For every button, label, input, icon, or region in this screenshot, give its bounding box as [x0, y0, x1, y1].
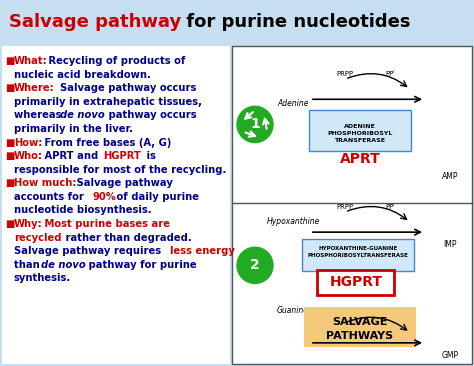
Text: Salvage pathway occurs: Salvage pathway occurs [53, 83, 196, 93]
Text: How much:: How much: [14, 178, 76, 188]
Text: accounts for: accounts for [14, 192, 87, 202]
FancyBboxPatch shape [302, 239, 414, 272]
Text: What:: What: [14, 56, 48, 66]
Text: SALVAGE: SALVAGE [332, 317, 388, 327]
Text: primarily in extrahepatic tissues,: primarily in extrahepatic tissues, [14, 97, 202, 107]
Text: PATHWAYS: PATHWAYS [327, 331, 393, 341]
Text: less energy: less energy [170, 246, 235, 256]
Text: Why:: Why: [14, 219, 43, 229]
Text: Recycling of products of: Recycling of products of [45, 56, 185, 66]
Text: IMP: IMP [443, 240, 457, 249]
Text: GMP: GMP [441, 351, 458, 360]
Text: de novo: de novo [41, 260, 86, 270]
FancyBboxPatch shape [304, 307, 416, 347]
Text: 2: 2 [250, 258, 260, 272]
Text: HYPOXANTHINE-GUANINE: HYPOXANTHINE-GUANINE [319, 246, 398, 251]
Text: PHOSPHORIBOSYL: PHOSPHORIBOSYL [328, 131, 392, 136]
Text: APRT and: APRT and [41, 151, 102, 161]
Text: Salvage pathway: Salvage pathway [73, 178, 173, 188]
Text: primarily in the liver.: primarily in the liver. [14, 124, 133, 134]
Text: ■: ■ [5, 151, 15, 161]
Text: ADENINE: ADENINE [344, 124, 376, 129]
Text: PRPP: PRPP [337, 315, 354, 321]
Text: of daily purine: of daily purine [113, 192, 199, 202]
Text: From free bases (A, G): From free bases (A, G) [41, 138, 172, 147]
Text: Adenine: Adenine [277, 99, 309, 108]
FancyBboxPatch shape [2, 46, 230, 364]
Text: 1: 1 [250, 117, 260, 131]
Text: ■: ■ [5, 56, 15, 66]
Text: Who:: Who: [14, 151, 43, 161]
Text: Guanine: Guanine [277, 306, 309, 315]
Text: PPᴵ: PPᴵ [385, 315, 395, 321]
Text: ■: ■ [5, 83, 15, 93]
Text: ■: ■ [5, 138, 15, 147]
Text: HGPRT: HGPRT [103, 151, 141, 161]
Text: pathway for purine: pathway for purine [85, 260, 197, 270]
Text: Most purine bases are: Most purine bases are [41, 219, 170, 229]
Text: responsible for most of the recycling.: responsible for most of the recycling. [14, 165, 227, 175]
Text: APRT: APRT [340, 152, 380, 166]
Text: whereas: whereas [14, 111, 65, 120]
Text: pathway occurs: pathway occurs [105, 111, 197, 120]
Text: recycled: recycled [14, 233, 62, 243]
Text: synthesis.: synthesis. [14, 273, 71, 283]
Text: Hypoxanthine: Hypoxanthine [266, 217, 319, 226]
Text: TRANSFERASE: TRANSFERASE [335, 138, 385, 143]
Text: How:: How: [14, 138, 42, 147]
Text: PRPP: PRPP [337, 204, 354, 210]
Circle shape [237, 247, 273, 283]
FancyBboxPatch shape [317, 270, 394, 295]
Text: ■: ■ [5, 219, 15, 229]
Text: is: is [143, 151, 156, 161]
Text: nucleic acid breakdown.: nucleic acid breakdown. [14, 70, 151, 79]
Text: 90%: 90% [93, 192, 117, 202]
Text: Where:: Where: [14, 83, 55, 93]
Text: than: than [14, 260, 43, 270]
FancyBboxPatch shape [309, 111, 411, 151]
Text: PRPP: PRPP [337, 71, 354, 77]
Text: PPᴵ: PPᴵ [385, 71, 395, 77]
Text: de novo: de novo [60, 111, 105, 120]
FancyBboxPatch shape [232, 46, 472, 364]
Text: PHOSPHORIBOSYLTRANSFERASE: PHOSPHORIBOSYLTRANSFERASE [308, 253, 409, 258]
Text: AMP: AMP [442, 172, 458, 181]
Text: PPᴵ: PPᴵ [385, 204, 395, 210]
Text: Salvage pathway: Salvage pathway [9, 13, 182, 31]
Text: ■: ■ [5, 178, 15, 188]
Text: rather than degraded.: rather than degraded. [62, 233, 192, 243]
Circle shape [237, 106, 273, 142]
Text: Salvage pathway requires: Salvage pathway requires [14, 246, 164, 256]
Text: HGPRT: HGPRT [329, 276, 383, 290]
Text: nucleotide biosynthesis.: nucleotide biosynthesis. [14, 205, 152, 216]
Text: for purine nucleotides: for purine nucleotides [180, 13, 410, 31]
